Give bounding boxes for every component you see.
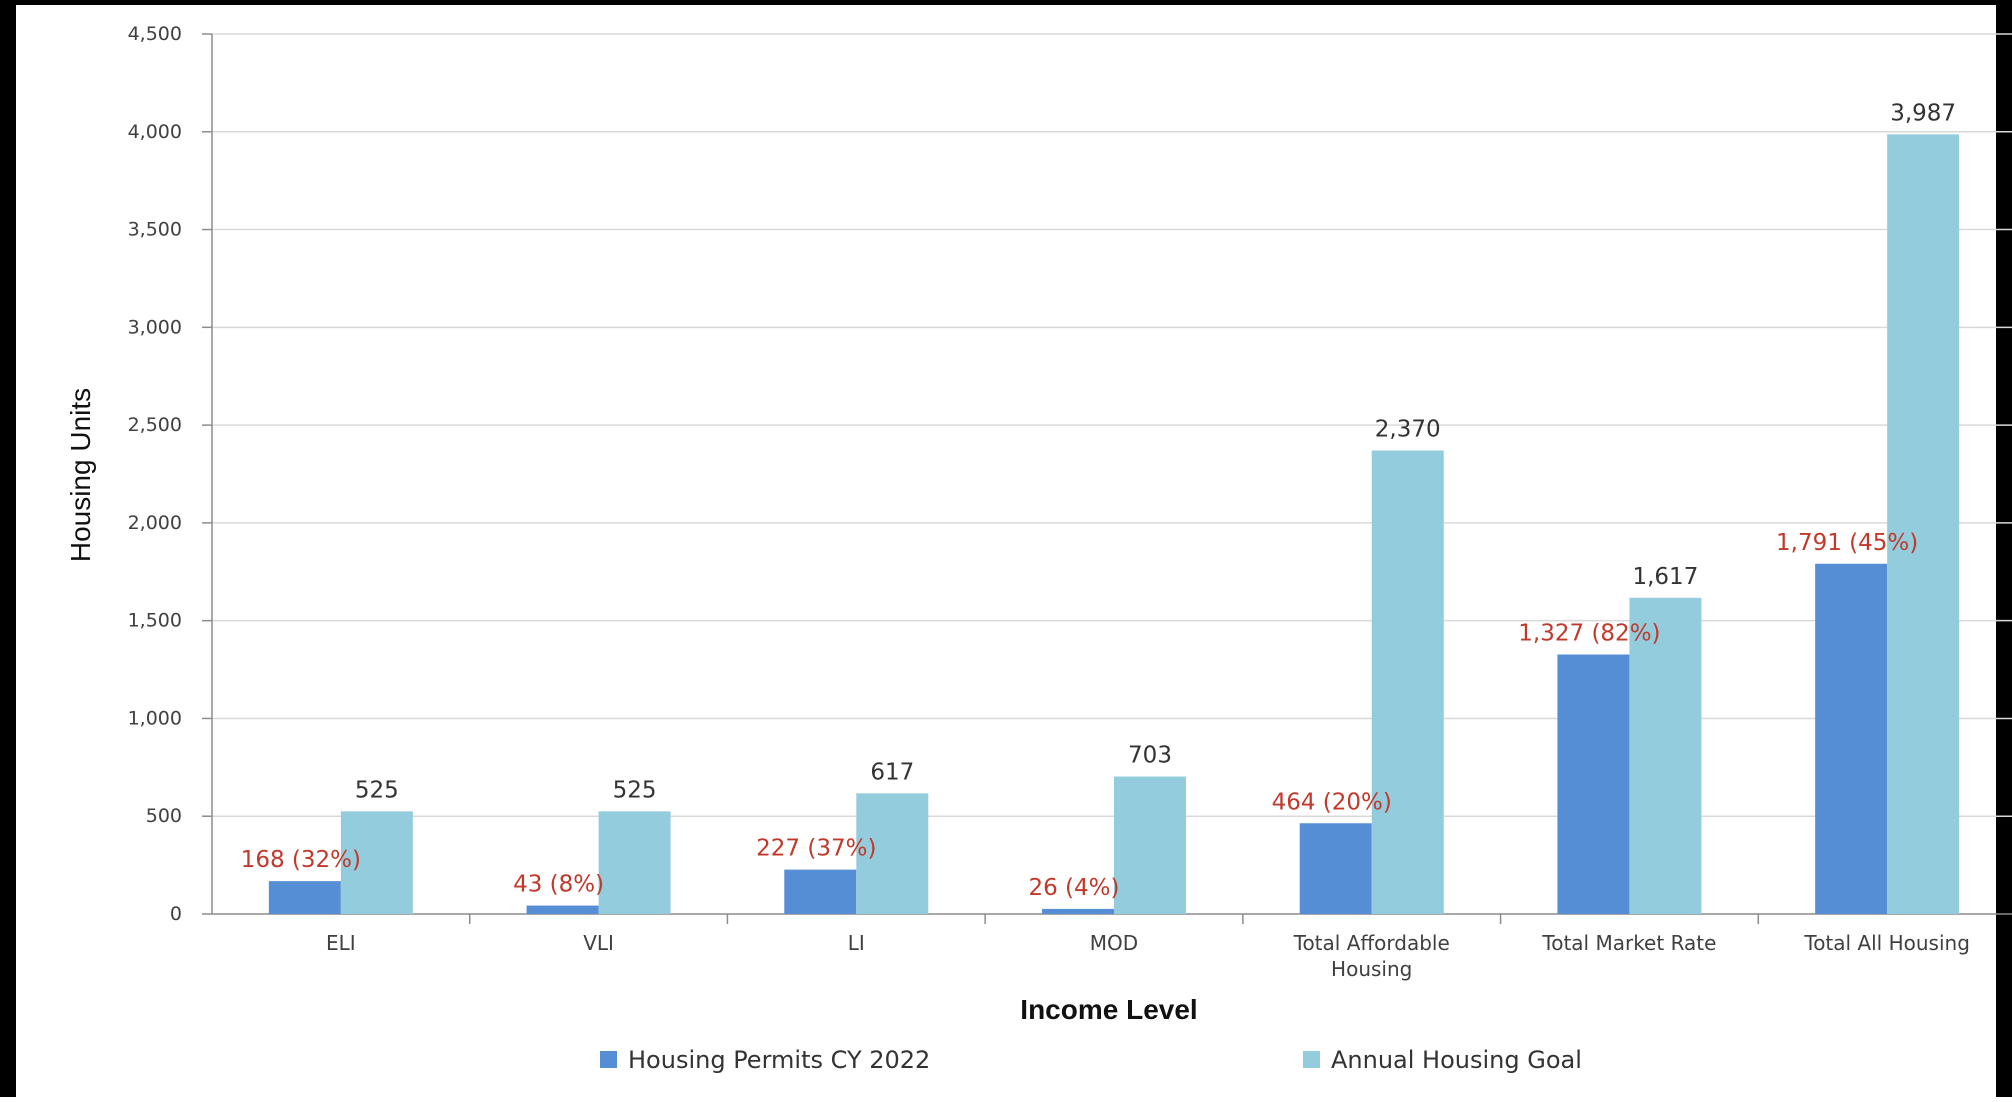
- x-category-label: Total Market Rate: [1541, 931, 1716, 955]
- data-label-goal: 525: [613, 777, 657, 803]
- legend-label: Annual Housing Goal: [1331, 1046, 1582, 1074]
- bar-permits: [526, 905, 599, 914]
- bar-goal: [1629, 597, 1702, 914]
- data-label-permits: 26 (4%): [1028, 875, 1119, 901]
- y-tick-label: 500: [146, 805, 182, 827]
- bar-permits: [1557, 654, 1630, 914]
- y-tick-label: 3,000: [128, 316, 182, 338]
- data-label-goal: 525: [355, 777, 399, 803]
- legend-swatch: [600, 1051, 617, 1068]
- y-tick-label: 2,000: [128, 512, 182, 534]
- data-label-goal: 617: [870, 759, 914, 785]
- y-tick-label: 2,500: [128, 414, 182, 436]
- data-label-permits: 227 (37%): [756, 836, 876, 862]
- x-axis-title: Income Level: [1020, 994, 1197, 1025]
- bar-permits: [1299, 823, 1372, 914]
- y-tick-label: 4,500: [128, 23, 182, 45]
- y-tick-label: 3,500: [128, 219, 182, 241]
- y-axis-title: Housing Units: [65, 388, 96, 562]
- data-label-goal: 703: [1128, 743, 1172, 769]
- x-category-label: ELI: [326, 931, 356, 955]
- y-tick-label: 0: [170, 903, 182, 925]
- x-category-label: VLI: [583, 931, 614, 955]
- bar-goal: [1371, 450, 1444, 914]
- x-category-label: MOD: [1090, 931, 1138, 955]
- y-tick-label: 4,000: [128, 121, 182, 143]
- data-label-goal: 2,370: [1375, 417, 1441, 443]
- bar-goal: [340, 811, 413, 914]
- data-label-permits: 1,791 (45%): [1776, 530, 1918, 556]
- bar-goal: [598, 811, 671, 914]
- y-tick-label: 1,500: [128, 610, 182, 632]
- bar-permits: [1042, 908, 1114, 914]
- bar-goal: [856, 793, 929, 914]
- x-category-label: LI: [848, 931, 865, 955]
- data-label-permits: 43 (8%): [513, 872, 604, 898]
- bar-permits: [268, 881, 341, 914]
- x-category-label: Total All Housing: [1803, 931, 1970, 955]
- bar-goal: [1114, 776, 1186, 914]
- legend-label: Housing Permits CY 2022: [628, 1046, 930, 1074]
- bar-permits: [784, 869, 857, 914]
- data-label-permits: 168 (32%): [241, 847, 361, 873]
- data-label-permits: 1,327 (82%): [1518, 620, 1660, 646]
- data-label-permits: 464 (20%): [1272, 789, 1392, 815]
- data-label-goal: 3,987: [1890, 100, 1956, 126]
- bar-chart: 0 500 1,000 1,500 2,000 2,500 3,000 3,500 4,000 4…: [65, 23, 2012, 1074]
- legend-swatch: [1303, 1051, 1320, 1068]
- y-tick-label: 1,000: [128, 707, 182, 729]
- data-label-goal: 1,617: [1632, 564, 1698, 590]
- bar-permits: [1815, 563, 1888, 914]
- bar-goal: [1887, 134, 1960, 914]
- x-category-label: Total Affordable Housing: [1293, 931, 1450, 981]
